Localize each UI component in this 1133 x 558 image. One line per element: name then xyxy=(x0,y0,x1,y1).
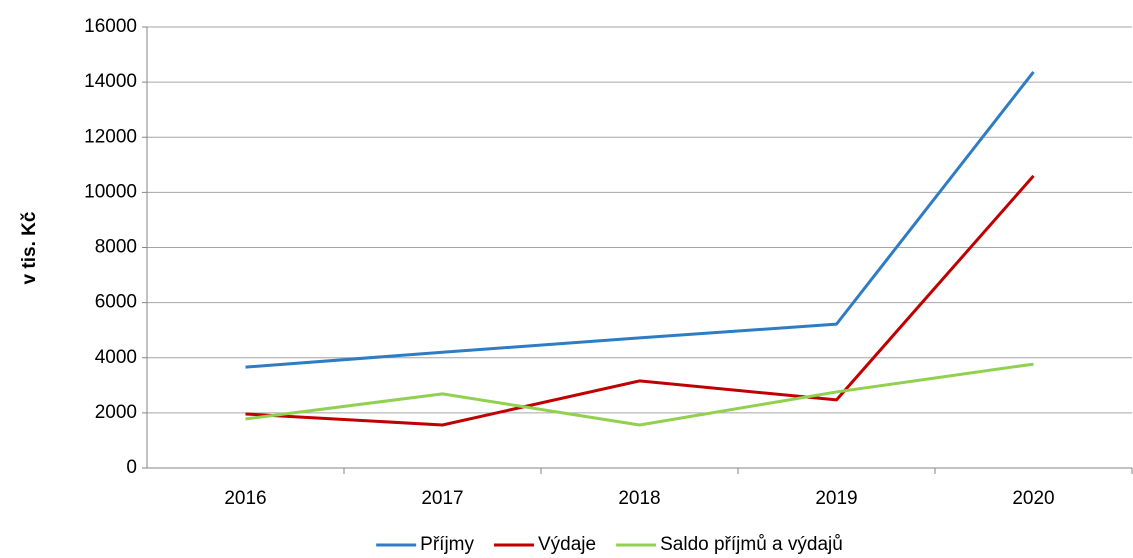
y-tick-label: 8000 xyxy=(95,237,137,258)
y-tick-label: 16000 xyxy=(84,16,137,37)
y-tick-label: 0 xyxy=(126,457,137,478)
x-tick-label: 2020 xyxy=(1012,488,1054,509)
x-tick-label: 2017 xyxy=(421,488,463,509)
legend-label: Příjmy xyxy=(420,534,474,555)
y-tick-label: 4000 xyxy=(95,347,137,368)
x-tick-label: 2019 xyxy=(815,488,857,509)
x-tick-label: 2016 xyxy=(224,488,266,509)
series-line xyxy=(245,174,1035,427)
legend-label: Výdaje xyxy=(538,534,596,555)
y-axis-label: v tis. Kč xyxy=(19,211,40,284)
y-tick-label: 10000 xyxy=(84,181,137,202)
x-tick-label: 2018 xyxy=(618,488,660,509)
legend-label: Saldo příjmů a výdajů xyxy=(660,534,843,555)
y-tick-label: 12000 xyxy=(84,126,137,147)
y-tick-label: 6000 xyxy=(95,292,137,313)
series-line xyxy=(245,71,1035,369)
y-tick-label: 2000 xyxy=(95,402,137,423)
series-line xyxy=(245,362,1034,427)
y-tick-label: 14000 xyxy=(84,71,137,92)
